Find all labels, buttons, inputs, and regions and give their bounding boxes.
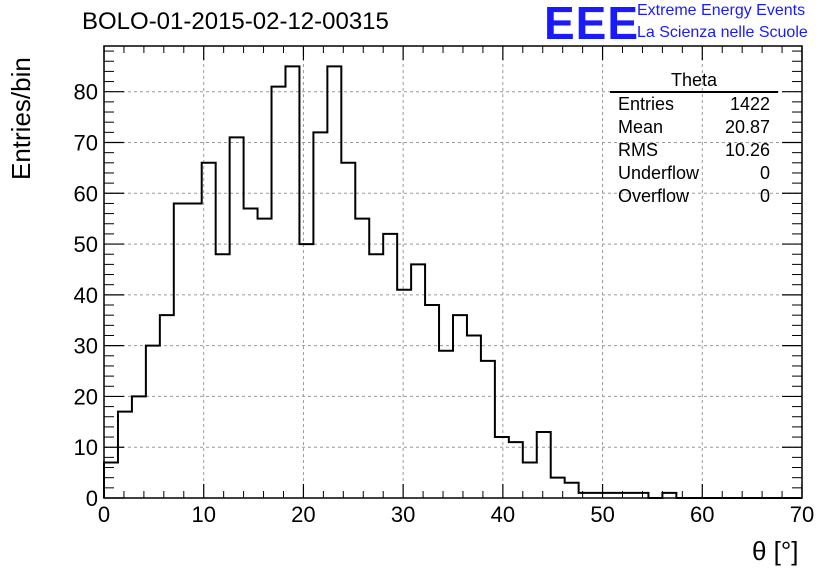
y-axis-label: Entries/bin [6, 57, 36, 180]
y-tick-label: 80 [74, 80, 98, 105]
stat-label: Underflow [618, 163, 700, 183]
y-tick-label: 70 [74, 130, 98, 155]
stat-row-overflow: Overflow 0 [610, 185, 778, 208]
stat-row-underflow: Underflow 0 [610, 162, 778, 185]
stats-box: Theta Entries 1422 Mean 20.87 RMS 10.26 Underf… [610, 69, 778, 208]
stat-value: 1422 [729, 94, 770, 114]
x-tick-label: 70 [790, 502, 814, 527]
logo-caption-line2: La Scienza nelle Scuole [637, 24, 808, 41]
x-tick-label: 50 [590, 502, 614, 527]
stat-row-mean: Mean 20.87 [610, 116, 778, 139]
stat-value: 20.87 [724, 117, 770, 137]
y-tick-label: 10 [74, 435, 98, 460]
stat-row-rms: RMS 10.26 [610, 139, 778, 162]
stat-value: 10.26 [724, 140, 770, 160]
x-tick-label: 60 [690, 502, 714, 527]
stat-label: RMS [618, 140, 658, 160]
y-tick-label: 50 [74, 232, 98, 257]
stat-value: 0 [759, 186, 770, 206]
x-axis-label: θ [°] [752, 536, 799, 566]
y-tick-label: 0 [86, 486, 98, 511]
histogram-step-line [103, 65, 802, 499]
stat-label: Overflow [618, 186, 690, 206]
stats-title: Theta [610, 69, 778, 93]
grid-lines [104, 46, 802, 498]
stat-label: Mean [618, 117, 664, 137]
x-tick-label: 10 [191, 502, 215, 527]
x-tick-label: 0 [98, 502, 110, 527]
stat-value: 0 [759, 163, 770, 183]
plot-frame [103, 45, 803, 499]
y-tick-label: 20 [74, 384, 98, 409]
chart-title: BOLO-01-2015-02-12-00315 [82, 8, 389, 35]
axis-ticks [103, 46, 803, 499]
x-tick-label: 40 [491, 502, 515, 527]
eee-logo: EEE [544, 0, 640, 49]
y-tick-labels: 0 10 20 30 40 50 60 70 80 [74, 80, 98, 511]
x-tick-label: 30 [391, 502, 415, 527]
x-tick-label: 20 [291, 502, 315, 527]
stat-label: Entries [618, 94, 675, 114]
y-tick-label: 30 [74, 334, 98, 359]
stat-row-entries: Entries 1422 [610, 93, 778, 116]
stats-rows: Entries 1422 Mean 20.87 RMS 10.26 Underflow 0 Ov… [610, 93, 778, 208]
y-tick-label: 40 [74, 283, 98, 308]
y-tick-label: 60 [74, 181, 98, 206]
logo-caption-line1: Extreme Energy Events [637, 2, 806, 19]
x-tick-labels: 0 10 20 30 40 50 60 70 [98, 502, 814, 527]
